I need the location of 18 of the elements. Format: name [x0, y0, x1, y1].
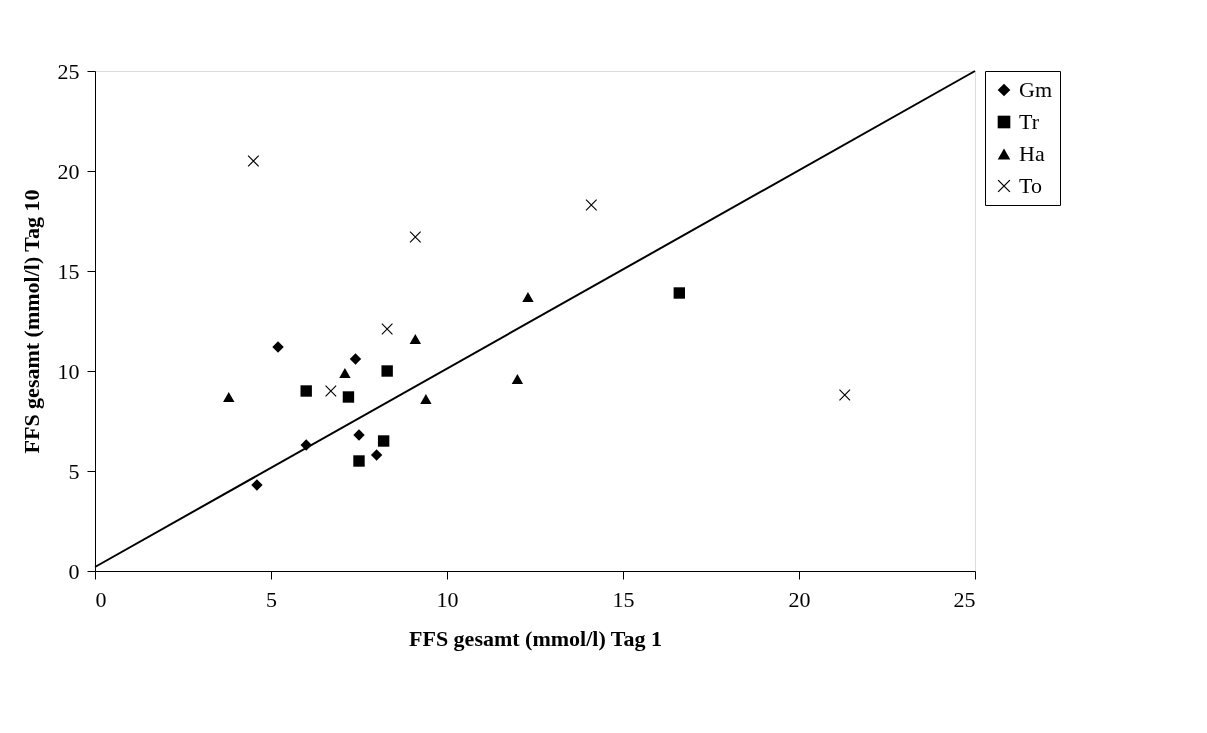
x-tick-label: 25	[953, 586, 976, 612]
x-axis-title: FFS gesamt (mmol/l) Tag 1	[409, 625, 662, 651]
y-axis-title: FFS gesamt (mmol/l) Tag 10	[18, 189, 44, 454]
legend-label: Gm	[1019, 77, 1052, 102]
y-tick-label: 5	[68, 458, 80, 484]
y-tick-label: 25	[57, 58, 80, 84]
y-tick-label: 15	[57, 258, 80, 284]
x-tick-label: 15	[612, 586, 635, 612]
legend-label: Ha	[1019, 141, 1045, 166]
y-tick-label: 10	[57, 358, 80, 384]
x-tick-label: 5	[266, 586, 277, 612]
x-tick-label: 20	[788, 586, 811, 612]
legend-label: Tr	[1019, 109, 1040, 134]
y-tick-label: 20	[57, 158, 80, 184]
legend-label: To	[1019, 173, 1042, 198]
y-tick-label: 0	[68, 558, 80, 584]
x-tick-label: 0	[95, 586, 107, 612]
x-tick-label: 10	[436, 586, 459, 612]
